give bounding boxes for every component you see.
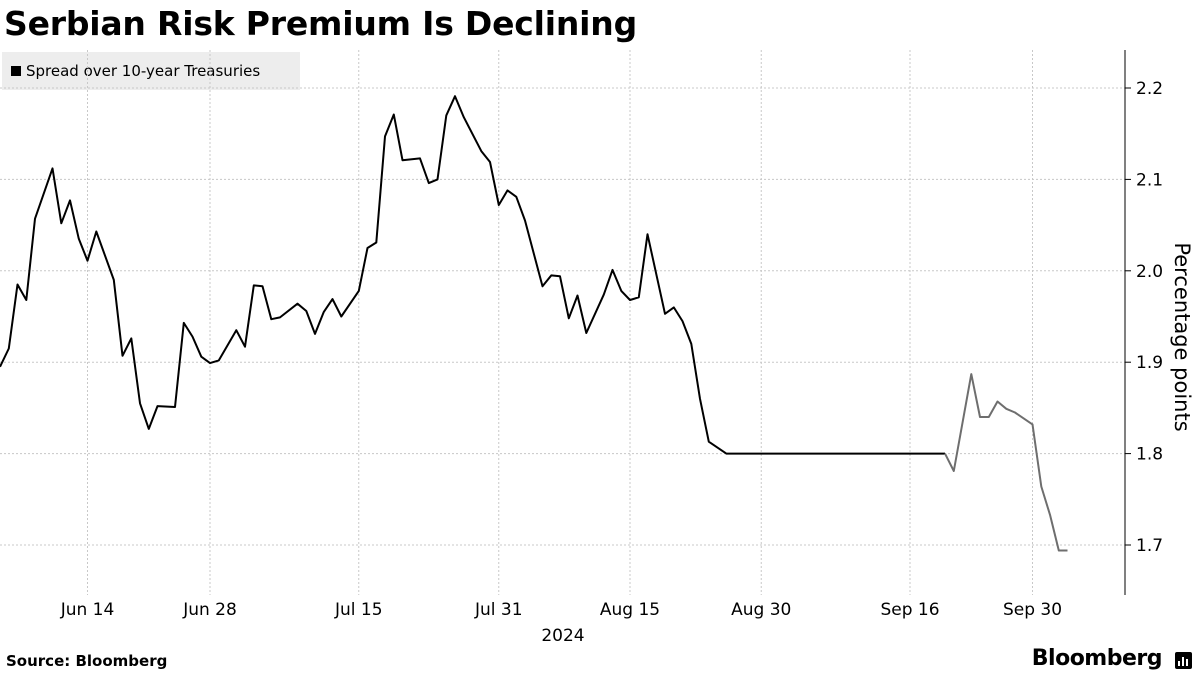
x-axis: Jun 14 Jun 28 Jul 15 Jul 31 Aug 15 Aug 30 Sep …	[60, 600, 1062, 646]
x-tick-label: Jun 14	[60, 600, 115, 620]
y-tick-label: 2.0	[1136, 262, 1163, 282]
bar-chart-icon	[1175, 652, 1192, 669]
y-axis-title: Percentage points	[1170, 242, 1194, 431]
x-tick-label: Aug 30	[731, 600, 791, 620]
series-line-recent	[944, 373, 1068, 552]
x-tick-label: Jun 28	[182, 600, 237, 620]
x-tick-label: Aug 15	[600, 600, 660, 620]
y-tick-label: 1.7	[1136, 536, 1163, 556]
x-axis-year-label: 2024	[541, 626, 584, 646]
gridlines	[0, 50, 1125, 595]
legend: Spread over 10-year Treasuries	[2, 52, 300, 90]
series-line-main	[0, 95, 945, 455]
chart-title: Serbian Risk Premium Is Declining	[4, 4, 638, 43]
y-axis: 1.7 1.8 1.9 2.0 2.1 2.2 Percentage points	[1124, 50, 1194, 595]
x-tick-label: Jul 31	[474, 600, 523, 620]
y-tick-label: 1.9	[1136, 353, 1163, 373]
series-lines	[0, 95, 1068, 552]
y-tick-label: 2.1	[1136, 170, 1163, 190]
y-tick-label: 1.8	[1136, 445, 1163, 465]
source-note: Source: Bloomberg	[6, 652, 168, 670]
x-tick-label: Jul 15	[334, 600, 383, 620]
legend-label: Spread over 10-year Treasuries	[26, 62, 261, 80]
brand-logo: Bloomberg	[1031, 646, 1163, 671]
x-tick-label: Sep 30	[1003, 600, 1062, 620]
legend-swatch	[11, 66, 21, 76]
y-tick-label: 2.2	[1136, 79, 1163, 99]
x-tick-label: Sep 16	[880, 600, 939, 620]
